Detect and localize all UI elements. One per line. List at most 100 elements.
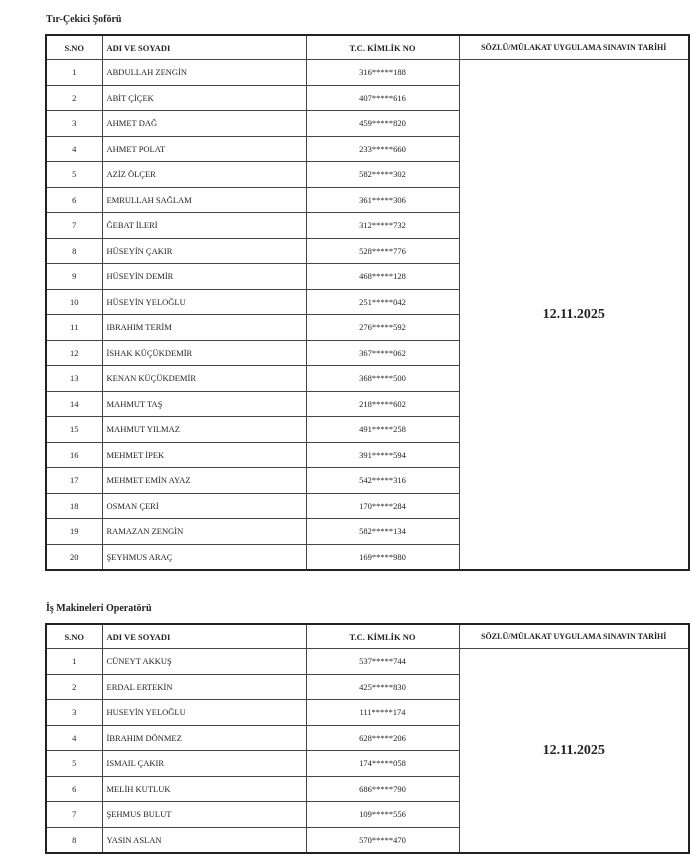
row-tc: 233*****660	[305, 135, 460, 162]
row-name: ĞEBAT İLERİ	[101, 212, 307, 239]
header-date: SÖZLÜ/MÜLAKAT UYGULAMA SINAVIN TARİHİ	[458, 623, 690, 649]
row-sno: 16	[45, 441, 103, 468]
row-sno: 4	[45, 135, 103, 162]
row-sno: 1	[45, 59, 103, 86]
table-row: 14 MAHMUT TAŞ 218*****602	[45, 390, 689, 417]
row-sno: 17	[45, 467, 103, 494]
row-tc: 367*****062	[305, 339, 460, 366]
row-sno: 8	[45, 826, 103, 854]
table-is-makineleri: S.NO ADI VE SOYADI T.C. KİMLİK NO SÖZLÜ/…	[45, 623, 690, 854]
table-row: 20 ŞEYHMUS ARAÇ 169*****980	[45, 543, 689, 571]
row-name: ERDAL ERTEKİN	[101, 673, 307, 700]
section-title: İş Makineleri Operatörü	[46, 603, 152, 614]
table-row: 7 ĞEBAT İLERİ 312*****732	[45, 212, 689, 239]
row-tc: 276*****592	[305, 314, 460, 341]
row-tc: 425*****830	[305, 673, 460, 700]
row-sno: 8	[45, 237, 103, 264]
row-sno: 3	[45, 110, 103, 137]
table-row: 16 MEHMET İPEK 391*****594	[45, 441, 689, 468]
row-tc: 170*****284	[305, 492, 460, 519]
row-tc: 537*****744	[305, 648, 460, 675]
header-row: S.NO ADI VE SOYADI T.C. KİMLİK NO SÖZLÜ/…	[45, 623, 690, 649]
row-sno: 1	[45, 648, 103, 675]
row-sno: 12	[45, 339, 103, 366]
exam-date: 12.11.2025	[458, 648, 690, 854]
row-name: HÜSEYİN ÇAKIR	[101, 237, 307, 264]
row-sno: 10	[45, 288, 103, 315]
row-name: RAMAZAN ZENGİN	[101, 518, 307, 545]
row-name: ŞEHMUS BULUT	[101, 801, 307, 828]
row-tc: 542*****316	[305, 467, 460, 494]
header-name: ADI VE SOYADI	[101, 623, 307, 649]
row-name: HÜSEYİN YELOĞLU	[101, 288, 307, 315]
row-name: ISMAIL ÇAKIR	[101, 750, 307, 777]
exam-date: 12.11.2025	[458, 59, 690, 571]
row-tc: 218*****602	[305, 390, 460, 417]
header-name: ADI VE SOYADI	[101, 34, 307, 60]
row-name: İBRAHIM DÖNMEZ	[101, 724, 307, 751]
table-row: 2 ERDAL ERTEKİN 425*****830	[45, 673, 689, 700]
row-name: MAHMUT TAŞ	[101, 390, 307, 417]
row-tc: 312*****732	[305, 212, 460, 239]
table-row: 6 EMRULLAH SAĞLAM 361*****306	[45, 186, 689, 213]
row-tc: 169*****980	[305, 543, 460, 571]
row-sno: 19	[45, 518, 103, 545]
header-tc: T.C. KİMLİK NO	[305, 34, 460, 60]
row-tc: 111*****174	[305, 699, 460, 726]
row-tc: 251*****042	[305, 288, 460, 315]
row-name: KENAN KÜÇÜKDEMİR	[101, 365, 307, 392]
header-row: S.NO ADI VE SOYADI T.C. KİMLİK NO SÖZLÜ/…	[45, 34, 690, 60]
table-row: 5 AZİZ ÖLÇER 582*****302	[45, 161, 689, 188]
row-sno: 15	[45, 416, 103, 443]
table-row: 7 ŞEHMUS BULUT 109*****556	[45, 801, 689, 828]
row-tc: 528*****776	[305, 237, 460, 264]
row-name: MAHMUT YILMAZ	[101, 416, 307, 443]
row-name: CÜNEYT AKKUŞ	[101, 648, 307, 675]
section-title: Tır-Çekici Şoförü	[46, 14, 122, 25]
row-tc: 361*****306	[305, 186, 460, 213]
row-tc: 368*****500	[305, 365, 460, 392]
row-tc: 686*****790	[305, 775, 460, 802]
header-tc: T.C. KİMLİK NO	[305, 623, 460, 649]
row-sno: 5	[45, 750, 103, 777]
table-row: 4 AHMET POLAT 233*****660	[45, 135, 689, 162]
row-name: EMRULLAH SAĞLAM	[101, 186, 307, 213]
row-sno: 7	[45, 801, 103, 828]
row-sno: 14	[45, 390, 103, 417]
table-row: 13 KENAN KÜÇÜKDEMİR 368*****500	[45, 365, 689, 392]
table-row: 9 HÜSEYİN DEMİR 468*****128	[45, 263, 689, 290]
row-name: AHMET POLAT	[101, 135, 307, 162]
row-tc: 628*****206	[305, 724, 460, 751]
row-sno: 4	[45, 724, 103, 751]
row-sno: 7	[45, 212, 103, 239]
header-sno: S.NO	[45, 623, 103, 649]
row-tc: 407*****616	[305, 84, 460, 111]
table-row: 8 HÜSEYİN ÇAKIR 528*****776	[45, 237, 689, 264]
row-name: HÜSEYİN DEMİR	[101, 263, 307, 290]
header-sno: S.NO	[45, 34, 103, 60]
row-name: AZİZ ÖLÇER	[101, 161, 307, 188]
row-sno: 11	[45, 314, 103, 341]
row-sno: 9	[45, 263, 103, 290]
table-row: 6 MELİH KUTLUK 686*****790	[45, 775, 689, 802]
table-row: 1 CÜNEYT AKKUŞ 537*****744 12.11.2025	[45, 648, 690, 854]
row-name: ABİT ÇİÇEK	[101, 84, 307, 111]
row-name: ABDULLAH ZENGİN	[101, 59, 307, 86]
row-tc: 391*****594	[305, 441, 460, 468]
row-tc: 109*****556	[305, 801, 460, 828]
row-tc: 174*****058	[305, 750, 460, 777]
row-name: YASIN ASLAN	[101, 826, 307, 854]
row-name: AHMET DAĞ	[101, 110, 307, 137]
row-name: İSHAK KÜÇÜKDEMİR	[101, 339, 307, 366]
row-tc: 491*****258	[305, 416, 460, 443]
row-sno: 2	[45, 673, 103, 700]
row-sno: 20	[45, 543, 103, 571]
row-sno: 18	[45, 492, 103, 519]
row-sno: 3	[45, 699, 103, 726]
table-row: 3 AHMET DAĞ 459*****820	[45, 110, 689, 137]
table-row: 8 YASIN ASLAN 570*****470	[45, 826, 689, 854]
row-tc: 582*****302	[305, 161, 460, 188]
table-row: 17 MEHMET EMİN AYAZ 542*****316	[45, 467, 689, 494]
table-tir-cekici: S.NO ADI VE SOYADI T.C. KİMLİK NO SÖZLÜ/…	[45, 34, 690, 571]
row-name: ŞEYHMUS ARAÇ	[101, 543, 307, 571]
